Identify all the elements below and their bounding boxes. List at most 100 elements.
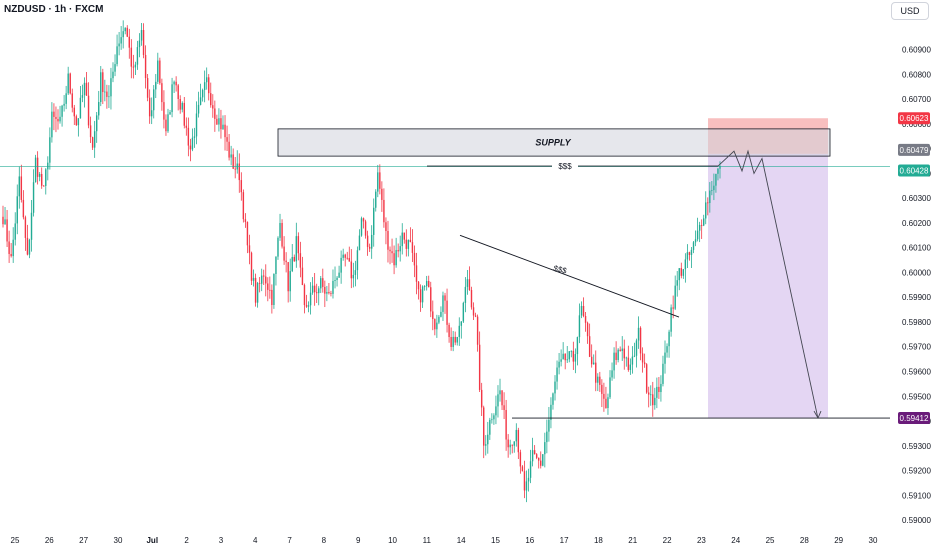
candle-body [208,77,210,94]
candle-body [670,307,672,332]
candle-body [299,253,302,268]
candle-body [629,364,632,370]
candle-body [513,441,515,446]
candle-body [77,118,80,126]
candle-body [203,82,206,91]
candle-body [6,219,8,242]
candle-body [643,362,646,365]
candle-body [238,163,240,181]
candle-body [552,393,554,405]
candle-body [595,362,597,383]
candle-body [495,406,497,416]
candle-body [364,221,367,236]
candle-body [130,47,133,67]
candle-body [295,236,298,262]
price-tick-label: 0.60300 [902,194,931,203]
candle-body [336,277,338,281]
candle-body [185,125,188,128]
candle-body [98,102,100,116]
candle-body [682,269,685,276]
candle-body [45,169,47,186]
candle-body [546,431,548,443]
candle-body [210,93,212,106]
candle-body [248,245,251,253]
candle-body [122,31,124,38]
candle-body [684,259,687,270]
candle-body [167,114,169,132]
candle-body [116,46,118,65]
candle-body [157,60,159,82]
candle-body [332,280,334,294]
candle-body [354,270,357,275]
price-tick-label: 0.59500 [902,392,931,401]
candle-body [254,277,257,303]
candle-body [413,252,416,266]
time-tick-label: 11 [423,536,432,545]
candle-body [163,102,165,120]
candle-body [601,384,603,394]
candle-body [326,292,328,294]
time-tick-label: 10 [388,536,397,545]
candle-body [205,77,208,83]
candle-body [350,261,353,279]
candle-body [597,376,599,383]
candle-body [256,282,259,303]
candle-body [664,352,666,364]
candle-body [531,450,534,462]
price-label-stop-bg [898,112,930,125]
candle-body [118,43,120,47]
candle-body [159,60,161,84]
candle-body [456,336,458,343]
candle-body [586,322,589,337]
candle-body [38,173,41,177]
candle-body [497,394,499,407]
candle-body [87,95,90,126]
candle-body [85,82,88,96]
candle-body [307,305,310,307]
candle-body [468,279,471,291]
time-tick-label: 7 [287,536,292,545]
candle-body [705,202,707,219]
candle-body [476,316,479,345]
candle-body [407,239,410,249]
price-axis: 0.609000.608000.607000.606000.605000.604… [890,0,932,550]
overlays-layer: $$$ $$$ [0,149,890,420]
candle-body [645,364,648,393]
candle-body [173,81,175,85]
candle-body [375,191,377,208]
candle-body [688,252,691,255]
price-tick-label: 0.60700 [902,95,931,104]
candle-body [383,199,385,223]
currency-button[interactable]: USD [891,2,929,20]
candle-body [291,256,293,272]
candle-body [228,141,230,158]
candle-body [588,336,591,357]
candle-body [613,352,615,371]
price-label-target-bg [898,412,930,425]
time-tick-label: 8 [322,536,327,545]
candle-body [8,241,10,254]
candle-body [18,176,21,197]
price-tick-label: 0.59000 [902,516,931,525]
candle-body [138,40,141,48]
candle-body [676,280,678,286]
candle-body [570,350,573,352]
candle-body [450,337,452,347]
candle-body [515,429,518,442]
candle-body [474,315,477,317]
candle-body [313,285,316,293]
candle-body [485,444,487,446]
candle-body [373,207,375,235]
candle-body [403,232,405,240]
candle-body [391,251,393,254]
candle-body [619,349,621,351]
candle-body [250,252,253,281]
candle-body [352,274,355,279]
candle-body [189,145,192,150]
price-tick-label: 0.60200 [902,219,931,228]
candle-body [550,404,552,420]
candle-body [30,212,33,240]
candle-body [625,357,628,359]
